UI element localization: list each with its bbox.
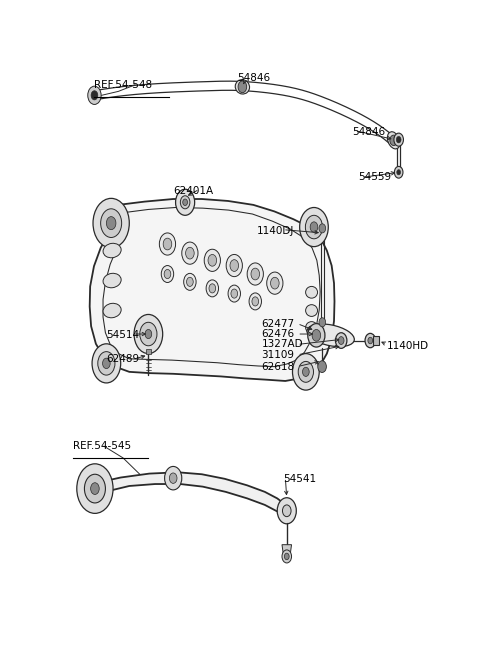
Circle shape [298, 362, 313, 383]
Polygon shape [97, 472, 286, 517]
Circle shape [238, 81, 247, 93]
Circle shape [169, 473, 177, 483]
Text: REF.54-545: REF.54-545 [73, 441, 131, 451]
Circle shape [187, 277, 193, 286]
Circle shape [319, 224, 325, 233]
Circle shape [302, 367, 309, 377]
Circle shape [145, 329, 152, 339]
Ellipse shape [103, 243, 121, 258]
Circle shape [159, 233, 176, 255]
Circle shape [247, 263, 264, 285]
Ellipse shape [103, 303, 121, 318]
Circle shape [251, 268, 260, 280]
Circle shape [271, 277, 279, 289]
Circle shape [390, 135, 397, 145]
Circle shape [226, 254, 242, 276]
Text: 1140HD: 1140HD [387, 341, 429, 351]
Circle shape [103, 358, 110, 369]
Circle shape [230, 259, 239, 271]
Polygon shape [90, 199, 335, 381]
Circle shape [165, 466, 182, 490]
Circle shape [277, 498, 296, 524]
Circle shape [284, 553, 289, 559]
Circle shape [368, 337, 372, 344]
Circle shape [312, 329, 321, 341]
Circle shape [395, 166, 403, 178]
Circle shape [292, 354, 319, 390]
Circle shape [91, 483, 99, 495]
Circle shape [182, 242, 198, 264]
Text: 62477: 62477 [262, 318, 295, 329]
Circle shape [91, 91, 98, 100]
Circle shape [186, 248, 194, 259]
Text: 54846: 54846 [352, 127, 385, 137]
Circle shape [397, 170, 401, 175]
Ellipse shape [306, 305, 318, 316]
Polygon shape [145, 349, 151, 354]
Text: REF.54-548: REF.54-548 [95, 80, 153, 90]
Circle shape [249, 293, 262, 310]
Circle shape [183, 199, 188, 206]
Circle shape [98, 352, 115, 375]
Circle shape [77, 464, 113, 514]
Text: 31109: 31109 [262, 350, 294, 360]
Circle shape [336, 333, 347, 348]
Circle shape [396, 136, 401, 143]
Circle shape [107, 217, 116, 230]
Text: 54514: 54514 [107, 330, 140, 341]
Circle shape [300, 208, 328, 247]
Circle shape [308, 324, 325, 347]
Ellipse shape [103, 273, 121, 288]
Circle shape [84, 474, 106, 503]
Circle shape [206, 280, 218, 297]
Circle shape [93, 198, 129, 248]
Circle shape [319, 318, 325, 327]
Text: 54846: 54846 [238, 73, 271, 83]
Circle shape [164, 269, 171, 278]
Circle shape [161, 265, 174, 282]
Text: 62476: 62476 [262, 329, 295, 339]
Text: 62489: 62489 [107, 354, 140, 364]
Circle shape [184, 273, 196, 290]
Polygon shape [282, 545, 291, 555]
Circle shape [252, 297, 259, 306]
Circle shape [394, 133, 404, 146]
Circle shape [163, 238, 172, 250]
Circle shape [282, 550, 291, 563]
Circle shape [180, 196, 190, 209]
Circle shape [176, 189, 195, 215]
Circle shape [231, 289, 238, 298]
Circle shape [338, 337, 344, 345]
Text: 62401A: 62401A [173, 185, 213, 196]
Circle shape [208, 254, 216, 266]
Circle shape [209, 284, 216, 293]
Circle shape [318, 361, 326, 373]
Circle shape [101, 209, 121, 238]
Circle shape [228, 285, 240, 302]
Circle shape [365, 333, 375, 348]
Ellipse shape [306, 322, 318, 333]
Ellipse shape [307, 324, 354, 346]
Circle shape [134, 314, 163, 354]
Circle shape [282, 505, 291, 517]
Text: 54559: 54559 [359, 172, 392, 183]
Ellipse shape [306, 286, 318, 298]
Circle shape [267, 272, 283, 294]
Circle shape [92, 344, 120, 383]
Text: 1327AD: 1327AD [262, 339, 303, 350]
Circle shape [140, 322, 157, 346]
Circle shape [305, 215, 323, 239]
Circle shape [88, 86, 101, 104]
Text: 54541: 54541 [283, 474, 316, 484]
Text: 1140DJ: 1140DJ [257, 226, 294, 236]
Circle shape [310, 222, 318, 233]
Polygon shape [372, 336, 379, 345]
Circle shape [204, 250, 220, 271]
Ellipse shape [235, 80, 250, 94]
Text: 62618: 62618 [262, 362, 295, 371]
Ellipse shape [387, 132, 400, 149]
